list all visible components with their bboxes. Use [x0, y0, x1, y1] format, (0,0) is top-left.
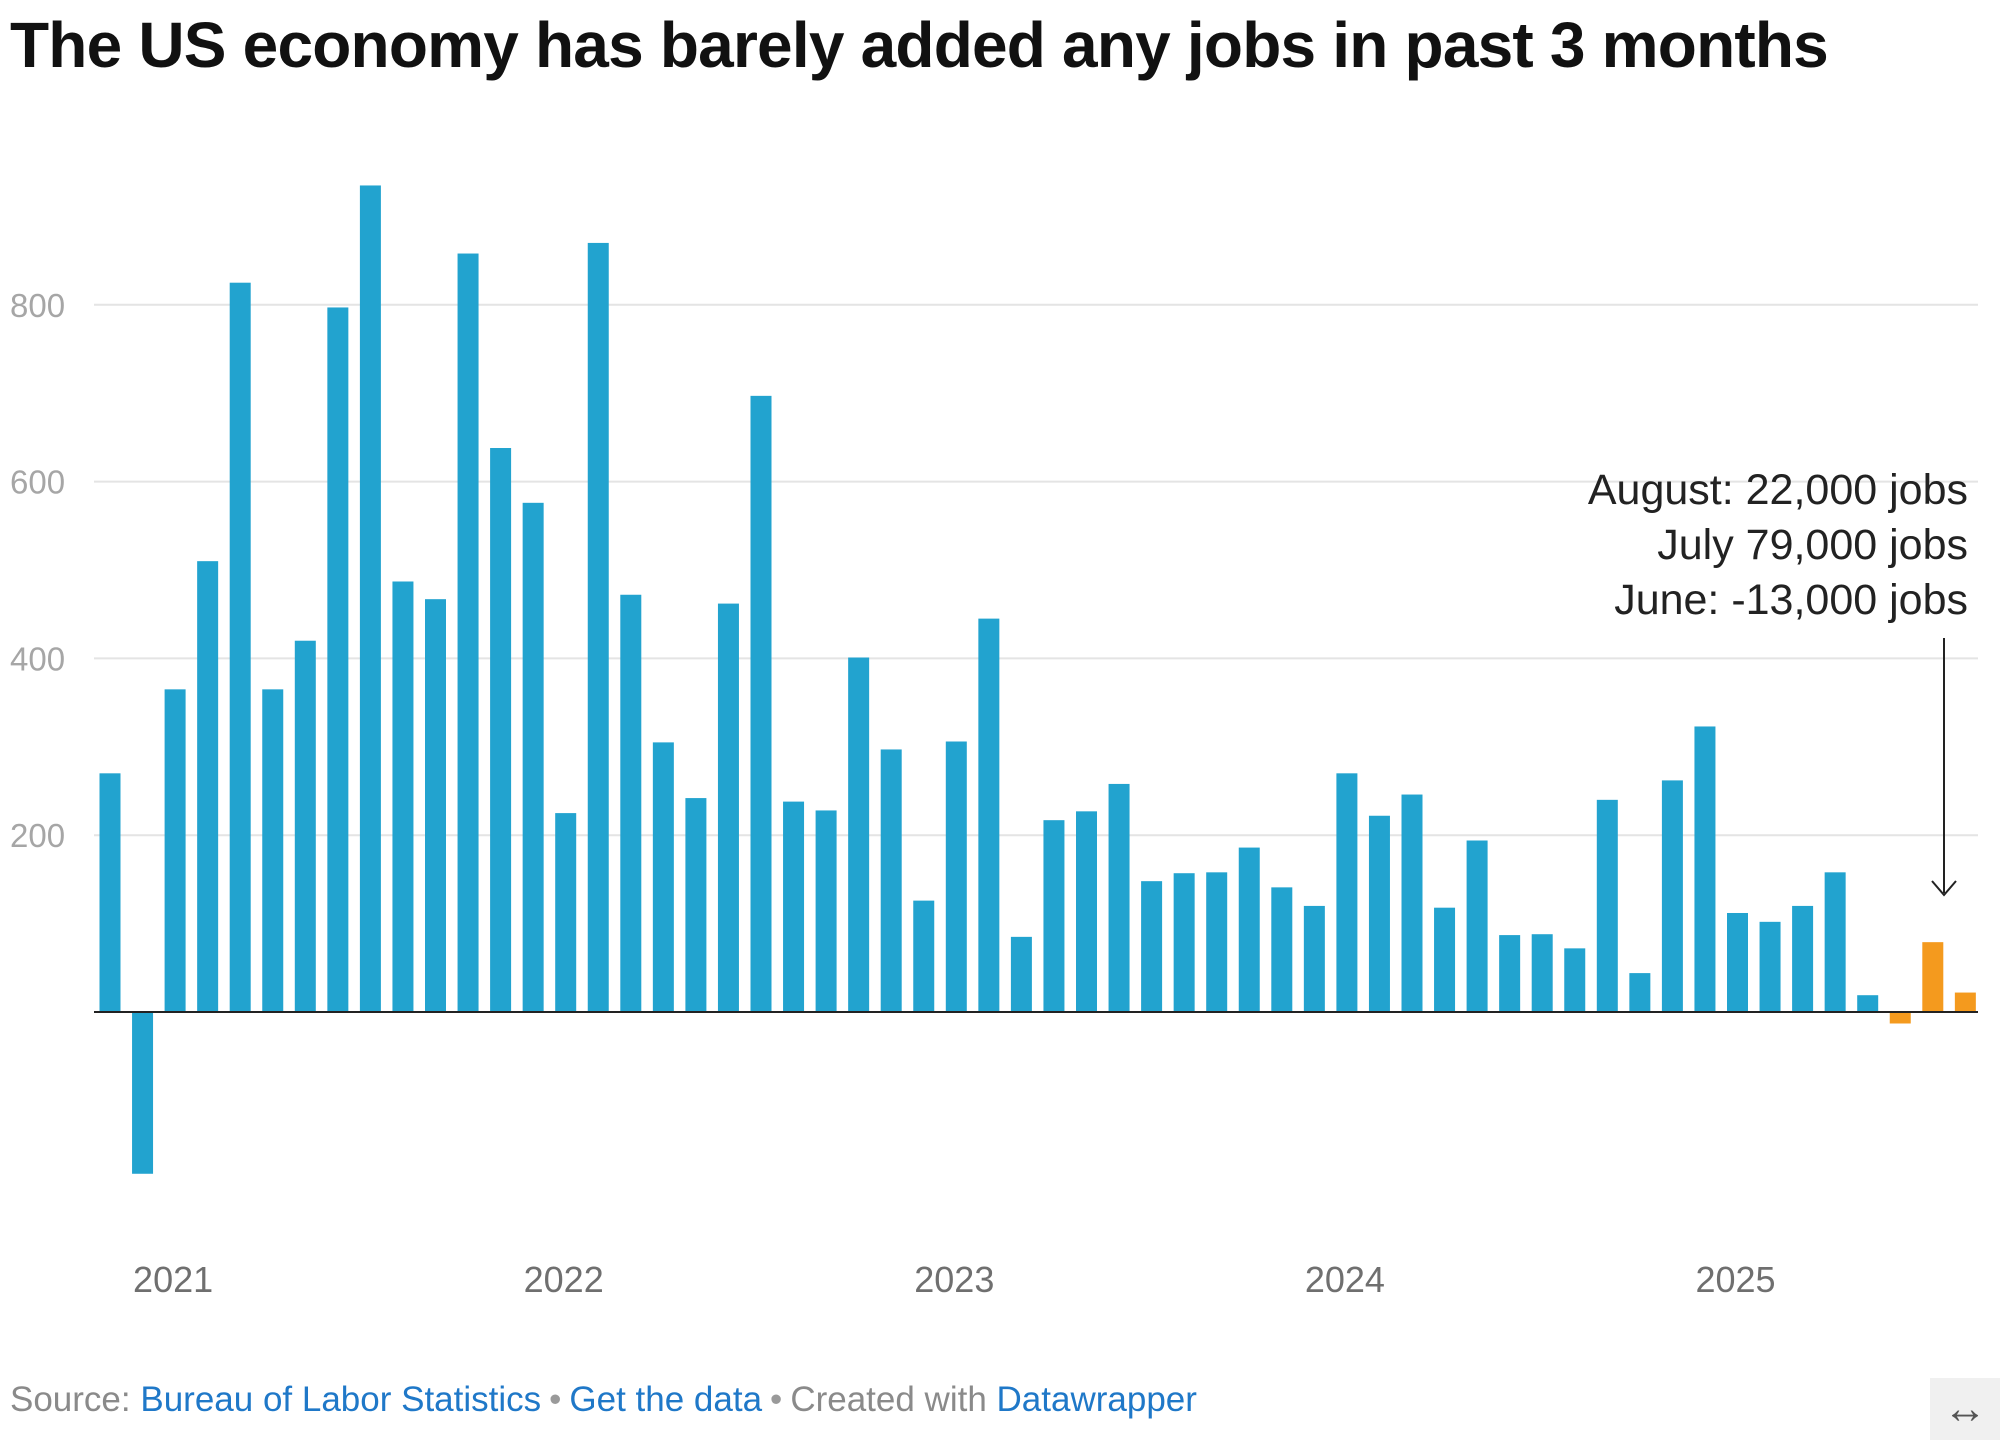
bar	[522, 502, 544, 1012]
bar	[294, 640, 316, 1012]
bar	[197, 561, 219, 1012]
source-prefix: Source:	[10, 1380, 131, 1419]
bar	[1434, 907, 1456, 1012]
bar	[132, 1012, 154, 1174]
bar	[978, 618, 1000, 1012]
bar	[1499, 935, 1521, 1012]
bar	[1857, 995, 1879, 1012]
chart-footer: Source: Bureau of Labor Statistics • Get t…	[10, 1380, 1197, 1420]
bar	[359, 185, 381, 1012]
bar	[1401, 794, 1423, 1012]
bar	[815, 810, 837, 1012]
get-the-data-link[interactable]: Get the data	[569, 1380, 763, 1419]
bar	[555, 813, 577, 1012]
bar	[1010, 936, 1032, 1012]
x-tick-label: 2025	[1695, 1259, 1775, 1300]
bar	[1564, 948, 1586, 1012]
bar	[164, 689, 186, 1012]
bar	[685, 798, 707, 1012]
bar	[457, 253, 479, 1012]
bar	[717, 603, 739, 1012]
bar-chart: 200 400 600 800 2021 2022 2023 2024 2025 August: …	[10, 185, 1978, 1300]
bar	[1727, 912, 1748, 1012]
bar	[587, 242, 609, 1013]
bar	[652, 742, 674, 1012]
bar	[620, 594, 642, 1012]
bar	[1824, 872, 1846, 1012]
bar	[1206, 872, 1228, 1012]
annotation-line: August: 22,000 jobs	[1588, 466, 1968, 514]
bar	[1076, 811, 1097, 1012]
bar	[880, 749, 902, 1012]
bar	[1368, 815, 1390, 1012]
bar	[1238, 847, 1260, 1012]
bar	[1629, 973, 1651, 1012]
bar	[1108, 783, 1130, 1012]
bar	[425, 599, 446, 1012]
bar	[1661, 780, 1683, 1012]
annotation-line: July 79,000 jobs	[1657, 521, 1968, 569]
bar	[1531, 934, 1553, 1012]
bar	[1694, 726, 1716, 1012]
x-tick-label: 2021	[133, 1259, 213, 1300]
created-with-prefix: Created with	[790, 1380, 987, 1419]
bar	[913, 900, 935, 1012]
bar	[1466, 840, 1488, 1012]
bar	[327, 307, 349, 1012]
bar	[490, 448, 512, 1012]
bar	[392, 581, 414, 1012]
bar	[848, 657, 870, 1012]
bar	[229, 282, 251, 1012]
bar	[1271, 887, 1293, 1012]
expand-arrows-icon[interactable]: ↔	[1930, 1378, 2000, 1440]
bar	[1596, 799, 1618, 1012]
chart-title: The US economy has barely added any jobs…	[10, 9, 1829, 81]
bar-highlight	[1922, 942, 1944, 1012]
bar	[1792, 905, 1814, 1012]
annotation-arrowhead-icon	[1931, 880, 1957, 897]
bar	[1759, 921, 1781, 1012]
bar	[99, 773, 121, 1012]
y-tick-label: 600	[10, 464, 65, 501]
bar-highlight	[1954, 992, 1976, 1012]
bar	[750, 395, 772, 1012]
bar	[1336, 773, 1358, 1012]
bar	[1141, 881, 1163, 1012]
x-tick-label: 2023	[914, 1259, 994, 1300]
bar	[262, 689, 284, 1012]
annotation-line: June: -13,000 jobs	[1614, 576, 1968, 624]
y-tick-label: 200	[10, 817, 65, 854]
bar	[1303, 905, 1325, 1012]
bar-highlight	[1889, 1012, 1911, 1024]
footer-separator: •	[770, 1380, 783, 1419]
y-tick-label: 400	[10, 640, 65, 677]
x-tick-label: 2022	[524, 1259, 604, 1300]
source-link[interactable]: Bureau of Labor Statistics	[140, 1380, 542, 1419]
bar	[945, 741, 967, 1012]
x-tick-label: 2024	[1305, 1259, 1385, 1300]
y-tick-label: 800	[10, 287, 65, 324]
footer-separator: •	[549, 1380, 562, 1419]
bar	[1173, 873, 1195, 1012]
datawrapper-link[interactable]: Datawrapper	[996, 1380, 1197, 1419]
bar	[783, 801, 805, 1012]
bar	[1043, 820, 1065, 1012]
